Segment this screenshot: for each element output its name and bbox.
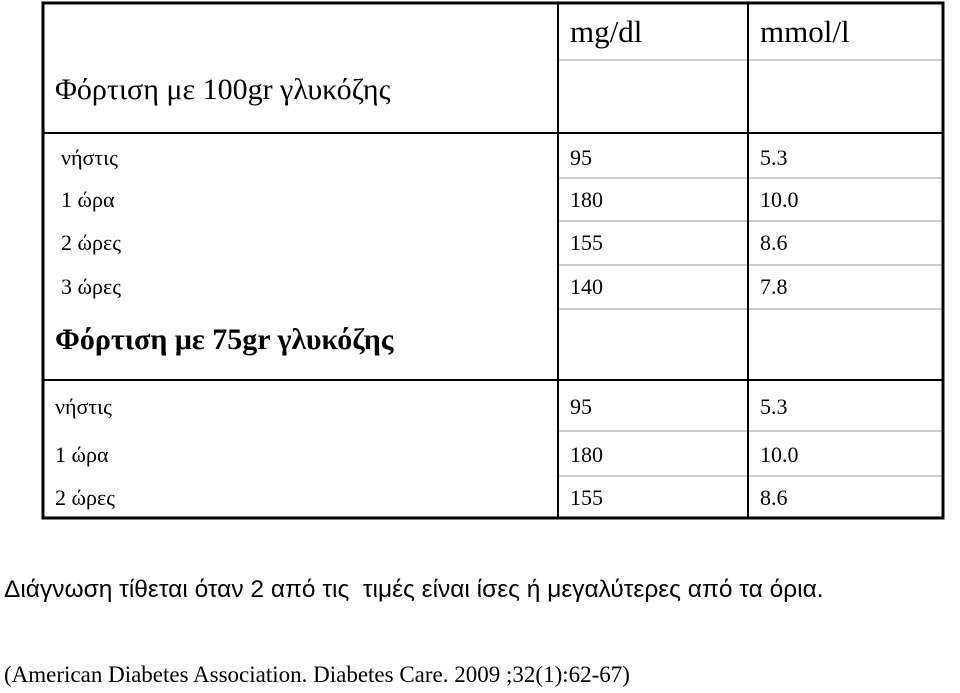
cell-value: 155 xyxy=(570,485,603,510)
section-title: Φόρτιση με 100gr γλυκόζης xyxy=(55,73,391,106)
cell-value: 180 xyxy=(570,442,603,467)
cell-value: 95 xyxy=(570,145,592,170)
column-header: mmol/l xyxy=(760,14,850,49)
cell-value: 10.0 xyxy=(760,442,799,467)
cell-value: 10.0 xyxy=(760,187,799,212)
cell-value: 8.6 xyxy=(760,230,788,255)
note: Διάγνωση τίθεται όταν 2 από τις τιμές εί… xyxy=(4,576,824,603)
row-label: 3 ώρες xyxy=(61,274,121,299)
cell-value: 95 xyxy=(570,394,592,419)
row-label: νήστις xyxy=(55,394,112,419)
cell-value: 5.3 xyxy=(760,145,788,170)
row-label: 1 ώρα xyxy=(61,187,115,212)
column-header: mg/dl xyxy=(570,14,643,49)
row-label: 2 ώρες xyxy=(61,230,121,255)
reference: (American Diabetes Association. Diabetes… xyxy=(4,662,630,687)
cell-value: 5.3 xyxy=(760,394,788,419)
cell-value: 8.6 xyxy=(760,485,788,510)
row-label: νήστις xyxy=(61,145,118,170)
row-label: 2 ώρες xyxy=(55,485,115,510)
cell-value: 7.8 xyxy=(760,274,788,299)
cell-value: 140 xyxy=(570,274,603,299)
row-label: 1 ώρα xyxy=(55,442,109,467)
cell-value: 155 xyxy=(570,230,603,255)
cell-value: 180 xyxy=(570,187,603,212)
section-title: Φόρτιση με 75gr γλυκόζης xyxy=(55,323,394,356)
